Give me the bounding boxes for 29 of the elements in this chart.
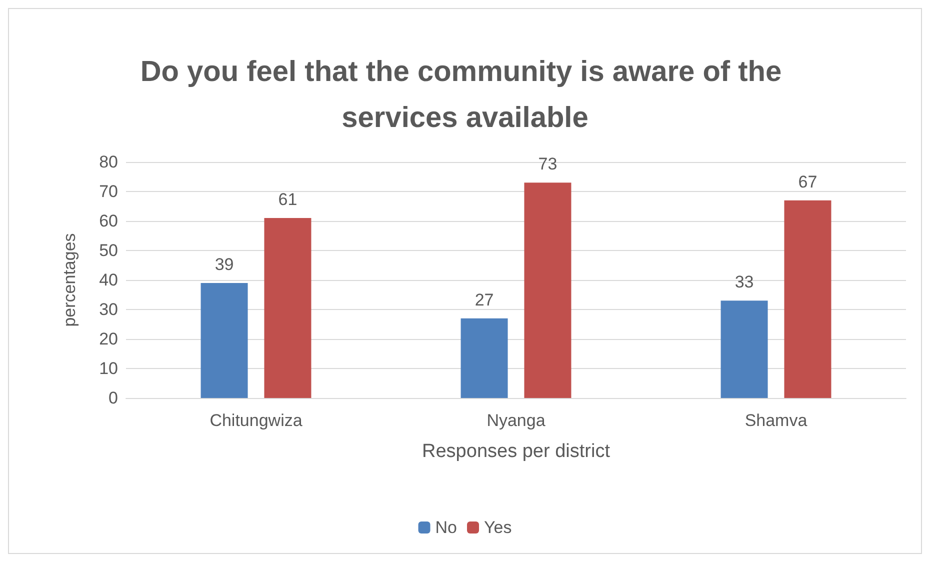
data-label: 73 xyxy=(538,154,558,174)
x-tick-label: Shamva xyxy=(744,411,808,430)
legend-label: No xyxy=(435,518,457,537)
y-axis-title: percentages xyxy=(60,233,79,327)
y-tick-label: 60 xyxy=(99,212,118,230)
bar xyxy=(524,182,572,398)
data-label: 67 xyxy=(798,172,818,192)
bar xyxy=(460,318,508,398)
y-tick-label: 70 xyxy=(99,182,118,201)
data-label: 39 xyxy=(214,254,234,274)
y-tick-label: 30 xyxy=(99,300,118,319)
data-label: 33 xyxy=(734,272,754,292)
bar xyxy=(784,200,832,398)
y-tick-label: 0 xyxy=(108,388,118,408)
y-tick-label: 50 xyxy=(99,241,118,260)
data-label: 61 xyxy=(278,190,298,210)
chart-title: Do you feel that the community is aware of the services available xyxy=(140,56,790,134)
bar xyxy=(720,300,768,398)
y-tick-label: 40 xyxy=(99,270,118,290)
bar xyxy=(200,282,248,398)
x-tick-label: Chitungwiza xyxy=(210,411,303,430)
y-tick-label: 20 xyxy=(99,330,118,348)
x-axis-title: Responses per district xyxy=(422,441,611,462)
y-tick-label: 10 xyxy=(99,359,118,378)
bar xyxy=(264,218,312,398)
y-tick-label: 80 xyxy=(99,152,118,172)
legend-label: Yes xyxy=(484,518,512,537)
data-label: 27 xyxy=(474,290,494,310)
x-tick-label: Nyanga xyxy=(486,411,546,430)
